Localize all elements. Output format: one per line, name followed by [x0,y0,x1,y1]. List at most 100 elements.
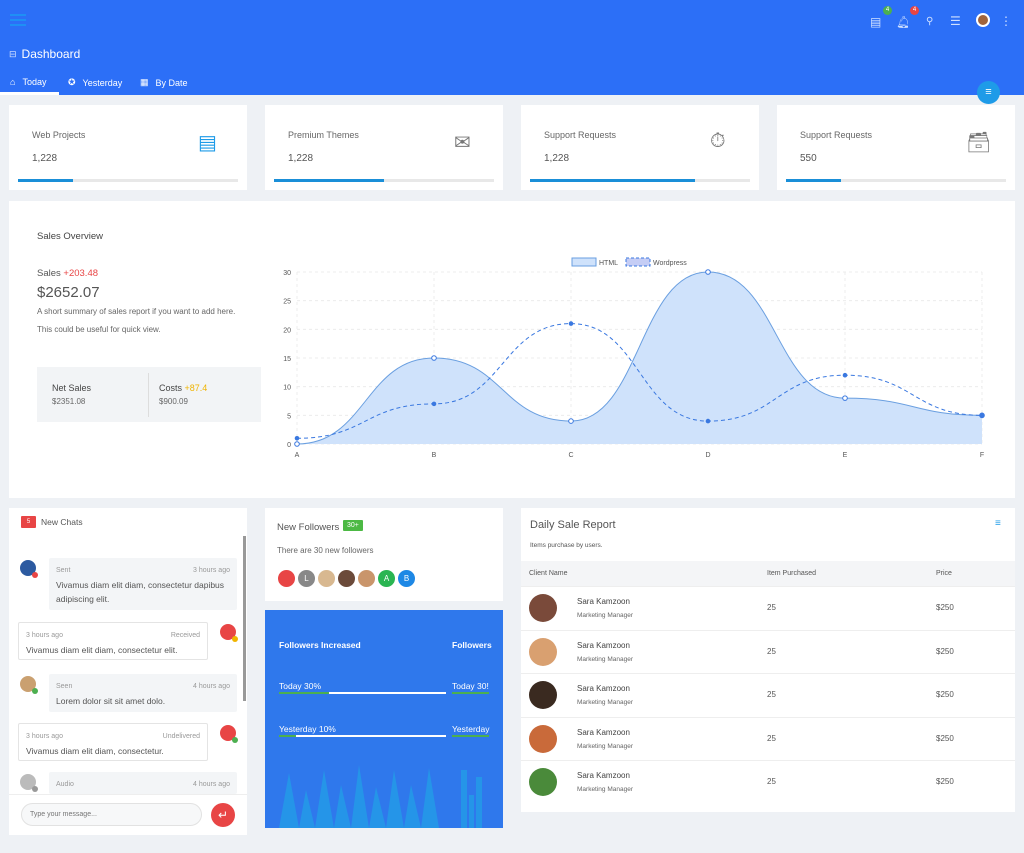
message-time: 4 hours ago [193,683,230,690]
y-tick-label: 10 [283,385,291,392]
costs-delta: +87.4 [184,383,208,393]
wordpress-line [296,323,983,439]
stat-progress [530,179,750,182]
followers-title: New Followers [277,522,340,533]
table-row[interactable]: Sara Kamzoon Marketing Manager 25 $250 [521,760,1015,803]
stat-title: Web Projects [32,130,86,140]
page-title: Dashboard [21,47,81,61]
client-role: Marketing Manager [577,655,633,663]
message-status: Seen [56,683,73,690]
stat-title: Premium Themes [288,130,359,140]
client-name: Sara Kamzoon [577,597,630,606]
stat-card: Support Requests 550 🗃︎ [777,105,1015,190]
html-point [842,395,848,401]
client-role: Marketing Manager [577,786,633,793]
more-vertical-icon[interactable]: ⋮ [1000,14,1012,28]
client-name: Sara Kamzoon [577,640,630,650]
table-row[interactable]: Sara Kamzoon Marketing Manager 25 $250 [521,586,1015,629]
search-icon[interactable]: ⚲ [926,16,934,27]
price: $250 [936,690,954,699]
x-tick-label: A [295,452,300,459]
message-text: Vivamus diam elit diam, consectetur dapi… [56,580,225,604]
follower-avatar[interactable]: B [397,569,416,588]
net-sales-label: Net Sales [52,383,92,393]
message-time: 3 hours ago [26,632,63,639]
price: $250 [936,646,954,656]
follower-avatar[interactable]: L [297,569,316,588]
follower-avatar[interactable] [357,569,376,588]
stat-value: 550 [800,153,817,164]
today-label: Today 30% [279,681,322,691]
wordpress-point [294,435,300,441]
client-name: Sara Kamzoon [577,684,630,693]
follower-avatar[interactable]: A [377,569,396,588]
table-row[interactable]: Sara Kamzoon Marketing Manager 25 $250 [521,673,1015,716]
message-time: 4 hours ago [193,781,230,788]
calendar-icon: ▦ [140,77,149,87]
item-purchased: 25 [767,777,776,786]
chat-message: Seen 4 hours ago Lorem dolor sit sit amet… [49,674,237,712]
client-role: Marketing Manager [577,699,633,706]
envelope-open-icon: ✉ [454,132,471,154]
item-purchased: 25 [767,733,776,743]
client-avatar [529,768,557,796]
stat-title: Support Requests [544,130,617,140]
html-point [705,269,711,275]
message-time: 3 hours ago [193,567,230,574]
client-name: Sara Kamzoon [577,727,630,737]
tab-yesterday[interactable]: ✪ Yesterday [68,77,123,88]
legend-html-label: HTML [599,260,618,267]
active-tab-indicator [0,92,59,95]
floating-menu-button[interactable]: ≡ [977,81,1000,104]
costs-value: $900.09 [159,397,188,406]
costs-label: Costs [159,383,183,393]
gear-icon: ✪ [68,77,76,87]
message-text: Lorem dolor sit sit amet dolo. [56,696,166,706]
send-button[interactable]: ↵ [211,803,235,827]
followers-subtitle: There are 30 new followers [277,546,374,555]
report-menu-icon[interactable]: ≡ [995,518,1001,529]
tab-today[interactable]: ⌂ Today [10,77,47,87]
follower-avatar[interactable] [317,569,336,588]
follower-avatar[interactable] [277,569,296,588]
client-avatar [529,724,557,753]
stat-value: 1,228 [288,153,314,164]
chat-scrollbar[interactable] [243,536,246,701]
today-progress [279,692,446,694]
table-row[interactable]: Sara Kamzoon Marketing Manager 25 $250 [521,716,1015,760]
stat-value: 1,228 [544,153,570,164]
message-status: Sent [56,567,71,574]
html-point [431,355,437,361]
server-icon[interactable]: ☰ [950,14,961,28]
sales-summary-box: Net Sales $2351.08 Costs +87.4 $900.09 [37,367,261,422]
hamburger-menu-icon[interactable] [10,14,26,26]
follower-avatar[interactable] [337,569,356,588]
net-sales-value: $2351.08 [52,397,86,406]
sales-overview-panel: Sales Overview Sales +203.48 $2652.07 A … [9,201,1015,498]
followers-increased-title: Followers Increased [279,640,361,650]
sales-chart: 0 5 10 15 20 25 30 A B C D E F HTML Wordpress [283,257,985,459]
chat-message: 3 hours ago Received Vivamus diam elit di… [18,622,208,660]
dashboard-icon: ⊟ [9,48,17,59]
client-role: Marketing Manager [577,612,633,619]
table-row[interactable]: Sara Kamzoon Marketing Manager 25 $250 [521,629,1015,673]
stat-card: Support Requests 1,228 ⏱ [521,105,759,190]
message-text: Vivamus diam elit diam, consectetur. [26,746,164,756]
new-followers-panel: New Followers 30+ There are 30 new follo… [265,508,503,601]
sales-overview-title: Sales Overview [37,231,103,242]
chat-message: Audio 4 hours ago [49,772,237,794]
chat-icon[interactable]: ▤ [870,15,882,29]
stopwatch-icon: ⏱ [710,130,726,152]
item-purchased: 25 [767,690,776,699]
user-avatar[interactable] [976,13,990,27]
chat-badge: 4 [883,6,892,15]
message-input[interactable] [21,803,202,826]
daily-sale-report-panel: Daily Sale Report ≡ Items purchase by us… [521,508,1015,812]
sales-description-2: This could be useful for quick view. [37,325,161,334]
message-status: Audio [56,781,74,788]
tab-by-date[interactable]: ▦ By Date [140,77,188,88]
chat-avatar [220,725,238,743]
bell-icon[interactable]: 🔔︎ [896,15,908,29]
yesterday-label-2: Yesterday [452,724,490,734]
stat-card: Web Projects 1,228 ▤ [9,105,247,190]
